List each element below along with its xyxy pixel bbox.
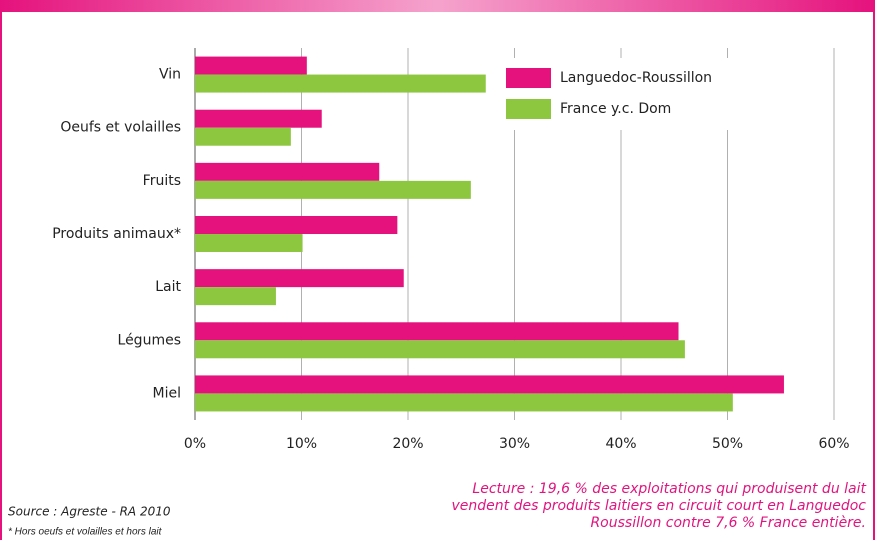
y-tick-label: Produits animaux*: [52, 226, 181, 242]
x-tick-label: 30%: [499, 436, 530, 452]
x-tick-label: 40%: [605, 436, 636, 452]
bar: [195, 393, 733, 412]
bar: [195, 162, 380, 181]
bar: [195, 234, 303, 252]
bar: [195, 269, 404, 288]
bar: [195, 340, 685, 359]
plot: 0% 10% 20% 30% 40% 50% 60% Vin Oeufs et volaille…: [52, 48, 850, 452]
bar: [195, 322, 679, 341]
annotation-line: Roussillon contre 7,6 % France entière.: [590, 515, 866, 531]
bar: [195, 127, 291, 146]
legend-swatch: [506, 99, 551, 119]
bar: [195, 287, 276, 306]
legend-label: Languedoc-Roussillon: [560, 70, 712, 86]
y-tick-label: Fruits: [143, 173, 181, 189]
annotation-line: Lecture : 19,6 % des exploitations qui p…: [472, 481, 866, 497]
header-band: [0, 0, 875, 12]
y-tick-label: Légumes: [118, 332, 181, 348]
bar: [195, 109, 322, 128]
x-tick-label: 20%: [392, 436, 423, 452]
bar: [195, 375, 784, 394]
y-tick-label: Miel: [153, 385, 181, 401]
y-tick-label: Vin: [159, 67, 181, 83]
x-tick-label: 60%: [818, 436, 849, 452]
source: Source : Agreste - RA 2010: [8, 505, 171, 519]
annotation-line: vendent des produits laitiers en circuit…: [452, 498, 867, 514]
x-tick-label: 0%: [184, 436, 206, 452]
x-tick-label: 50%: [712, 436, 743, 452]
footnote: * Hors oeufs et volailles et hors lait: [8, 527, 163, 538]
y-tick-label: Lait: [155, 279, 181, 295]
bar: [195, 180, 471, 199]
bar: [195, 74, 486, 93]
x-tick-label: 10%: [286, 436, 317, 452]
y-tick-label: Oeufs et volailles: [60, 120, 181, 136]
bar: [195, 56, 307, 75]
legend-label: France y.c. Dom: [560, 101, 671, 117]
bar: [195, 216, 398, 234]
legend-swatch: [506, 68, 551, 88]
